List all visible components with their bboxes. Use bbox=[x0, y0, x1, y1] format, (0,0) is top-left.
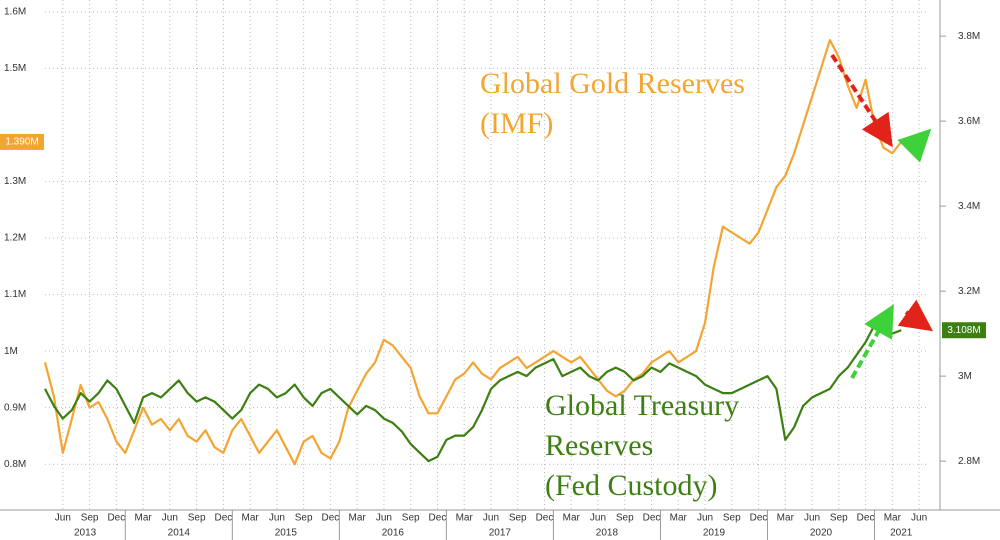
x-tick-label: Mar bbox=[670, 513, 688, 524]
y-tick-label: 0.9M bbox=[4, 402, 26, 413]
x-tick-label: Dec bbox=[322, 513, 340, 524]
year-label: 2020 bbox=[810, 528, 833, 539]
end-label-box bbox=[0, 133, 44, 150]
x-tick-label: Dec bbox=[429, 513, 447, 524]
x-tick-label: Sep bbox=[402, 513, 420, 524]
x-tick-label: Sep bbox=[723, 513, 741, 524]
x-tick-label: Dec bbox=[643, 513, 661, 524]
y-tick-label: 1.1M bbox=[4, 289, 26, 300]
y2-tick-label: 3.2M bbox=[958, 286, 980, 297]
x-tick-label: Jun bbox=[590, 513, 606, 524]
arrow bbox=[897, 299, 934, 332]
x-tick-label: Dec bbox=[857, 513, 875, 524]
arrow bbox=[830, 53, 893, 148]
arrow bbox=[897, 128, 932, 163]
y2-tick-label: 3.8M bbox=[958, 31, 980, 42]
series-line bbox=[43, 39, 903, 466]
x-tick-label: Sep bbox=[509, 513, 527, 524]
y2-tick-label: 3M bbox=[958, 371, 972, 382]
x-tick-label: Jun bbox=[55, 513, 71, 524]
x-tick-label: Mar bbox=[134, 513, 152, 524]
x-tick-label: Dec bbox=[107, 513, 125, 524]
x-tick-label: Dec bbox=[536, 513, 554, 524]
year-label: 2016 bbox=[382, 528, 405, 539]
year-label: 2014 bbox=[168, 528, 191, 539]
year-label: 2018 bbox=[596, 528, 619, 539]
arrows bbox=[830, 53, 934, 379]
annotation: Global Gold Reserves bbox=[480, 67, 745, 100]
annotation: Reserves bbox=[545, 429, 653, 462]
x-tick-label: Jun bbox=[697, 513, 713, 524]
y2-tick-label: 3.6M bbox=[958, 116, 980, 127]
grid bbox=[45, 0, 928, 510]
x-tick-label: Jun bbox=[162, 513, 178, 524]
x-tick-label: Jun bbox=[483, 513, 499, 524]
y2-tick-label: 2.8M bbox=[958, 456, 980, 467]
annotation: (Fed Custody) bbox=[545, 469, 718, 502]
year-label: 2013 bbox=[74, 528, 97, 539]
y-tick-label: 1.3M bbox=[4, 176, 26, 187]
y-tick-label: 1.6M bbox=[4, 7, 26, 18]
x-tick-label: Jun bbox=[269, 513, 285, 524]
x-tick-label: Sep bbox=[295, 513, 313, 524]
x-tick-label: Mar bbox=[242, 513, 260, 524]
year-label: 2017 bbox=[489, 528, 512, 539]
x-tick-label: Mar bbox=[456, 513, 474, 524]
y-tick-label: 1M bbox=[4, 346, 18, 357]
x-tick-label: Jun bbox=[911, 513, 927, 524]
end-label-box bbox=[942, 322, 986, 339]
x-tick-label: Sep bbox=[616, 513, 634, 524]
x-tick-label: Mar bbox=[884, 513, 902, 524]
y2-tick-label: 3.4M bbox=[958, 201, 980, 212]
x-tick-label: Sep bbox=[830, 513, 848, 524]
x-tick-label: Sep bbox=[188, 513, 206, 524]
annotation: (IMF) bbox=[480, 107, 553, 140]
x-tick-label: Sep bbox=[81, 513, 99, 524]
x-tick-label: Mar bbox=[349, 513, 367, 524]
series-line bbox=[44, 324, 902, 463]
x-tick-label: Dec bbox=[214, 513, 232, 524]
year-label: 2021 bbox=[890, 528, 913, 539]
year-label: 2019 bbox=[703, 528, 726, 539]
annotation: Global Treasury bbox=[545, 389, 739, 422]
x-tick-label: Mar bbox=[563, 513, 581, 524]
end-label: 3.108M bbox=[947, 325, 980, 336]
x-tick-label: Mar bbox=[777, 513, 795, 524]
year-label: 2015 bbox=[275, 528, 298, 539]
end-label: 1.390M bbox=[5, 137, 38, 148]
x-tick-label: Jun bbox=[804, 513, 820, 524]
x-tick-label: Jun bbox=[376, 513, 392, 524]
y-tick-label: 1.5M bbox=[4, 63, 26, 74]
annotations: Global Gold Reserves (IMF) Global Treasury… bbox=[480, 67, 745, 502]
y-tick-label: 1.2M bbox=[4, 233, 26, 244]
y-tick-label: 0.8M bbox=[4, 459, 26, 470]
lines bbox=[43, 39, 903, 466]
x-tick-label: Dec bbox=[750, 513, 768, 524]
